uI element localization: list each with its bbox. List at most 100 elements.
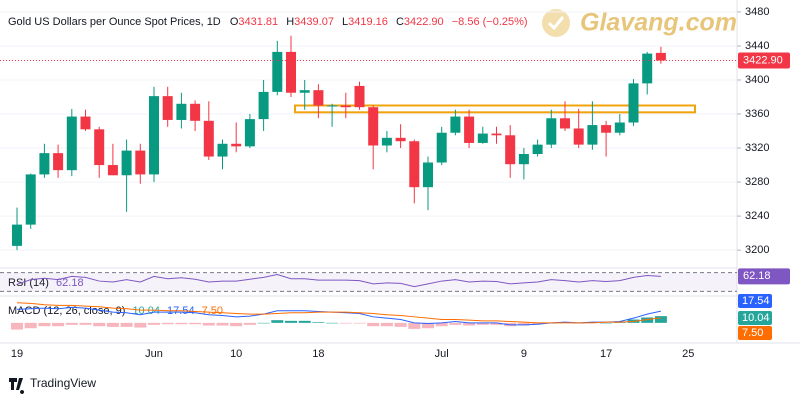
macd-legend: MACD (12, 26, close, 9) 10.04 17.54 7.50 [8, 305, 223, 317]
macd-value-label: 17.54 [742, 295, 770, 307]
chart-header: Gold US Dollars per Ounce Spot Prices, 1… [8, 16, 528, 28]
macd-histogram-bar [65, 322, 78, 325]
ohlc-value: 3431.81 [238, 16, 278, 28]
x-tick-label: 9 [521, 348, 527, 360]
candle-body [505, 135, 516, 165]
macd-histogram-bar [38, 322, 51, 327]
macd-histogram-bar [79, 322, 92, 325]
watermark-check [547, 16, 565, 31]
y-tick-label: 3360 [745, 108, 769, 120]
candle-body [66, 116, 77, 171]
ohlc-key: L [342, 16, 348, 28]
candle-body [532, 144, 543, 154]
rsi-title: RSI (14) [8, 277, 49, 289]
ohlc-value: 3422.90 [404, 16, 444, 28]
x-tick-label: 19 [11, 348, 23, 360]
macd-histogram-bar [490, 322, 503, 325]
candle-body [244, 119, 255, 147]
macd-histogram-bar [148, 322, 160, 325]
ohlc-key: C [396, 16, 404, 28]
macd-histogram-bar [134, 322, 147, 328]
branding-logo [9, 378, 25, 394]
macd-histogram-bar [93, 322, 106, 327]
rsi-value-label: 62.18 [743, 270, 771, 282]
candle-body [628, 83, 639, 123]
candle-body [354, 85, 365, 108]
macd-histogram-bar [476, 322, 489, 325]
signal-line [16, 302, 661, 324]
candle-body [601, 125, 612, 133]
candle-body [299, 90, 310, 93]
branding-text: TradingView [30, 376, 96, 390]
macd-histogram-bar [312, 322, 325, 323]
rsi-band [0, 272, 737, 292]
macd-histogram-bar [654, 316, 667, 323]
candle-body [231, 143, 242, 147]
macd-histogram-bar [24, 322, 37, 329]
x-tick-label: 25 [682, 348, 694, 360]
macd-value-label: 10.04 [742, 312, 770, 324]
macd-histogram-bar [257, 322, 270, 324]
macd-histogram-bar [600, 322, 613, 324]
candle-body [258, 91, 269, 120]
ohlc-value: 3439.07 [294, 16, 334, 28]
candle-body [368, 107, 379, 146]
chart-title: Gold US Dollars per Ounce Spot Prices, 1… [8, 16, 221, 28]
candle-body [107, 165, 118, 176]
macd-value-box [738, 294, 772, 308]
candle-body [655, 52, 666, 61]
macd-histogram-bar [52, 322, 65, 327]
ohlc-key: H [286, 16, 294, 28]
macd-histogram-bar [422, 322, 434, 329]
macd-histogram-bar [271, 320, 284, 323]
x-tick-label: Jul [435, 348, 449, 360]
candle-body [121, 150, 132, 176]
candle-body [477, 133, 488, 143]
candle-body [573, 128, 584, 145]
macd-hist-value: 10.04 [132, 305, 160, 317]
rsi-line [16, 274, 661, 288]
macd-value-box [738, 311, 772, 325]
x-tick-label: 17 [600, 348, 612, 360]
macd-histogram-bar [394, 322, 407, 327]
macd-histogram-bar [435, 322, 448, 327]
y-tick-label: 3440 [745, 40, 769, 52]
macd-histogram-bar [298, 320, 311, 323]
ohlc-key: O [230, 16, 239, 28]
x-tick-label: 10 [230, 348, 242, 360]
candle-body [642, 53, 653, 84]
macd-histogram-bar [216, 322, 229, 326]
rsi-value-box [738, 268, 790, 285]
ohlc-change: −8.56 (−0.25%) [452, 16, 528, 28]
rsi-value: 62.18 [56, 277, 84, 289]
candle-body [286, 51, 296, 93]
candle-body [94, 129, 105, 166]
candle-body [614, 122, 625, 133]
candle-body [491, 133, 502, 136]
macd-histogram-bar [339, 322, 352, 324]
candle-body [340, 105, 351, 108]
candle-body [217, 143, 228, 157]
macd-title: MACD (12, 26, close, 9) [8, 305, 125, 317]
candle-body [546, 118, 557, 145]
y-tick-label: 3280 [745, 176, 769, 188]
x-tick-label: 18 [312, 348, 324, 360]
candle-body [518, 153, 529, 165]
x-tick-label: Jun [145, 348, 163, 360]
macd-histogram-bar [175, 322, 188, 325]
macd-histogram-bar [11, 322, 23, 330]
macd-histogram-bar [285, 320, 297, 323]
macd-histogram-bar [326, 322, 339, 324]
candle-body [176, 103, 187, 120]
candle-body [135, 150, 146, 175]
y-tick-label: 3480 [745, 6, 769, 18]
candle-body [587, 125, 598, 145]
candle-body [162, 96, 173, 120]
macd-histogram-bar [120, 322, 133, 327]
watermark: Glavang.com [542, 9, 737, 37]
candle-body [53, 153, 64, 171]
candle-body [25, 174, 36, 225]
macd-histogram-bar [106, 322, 119, 327]
